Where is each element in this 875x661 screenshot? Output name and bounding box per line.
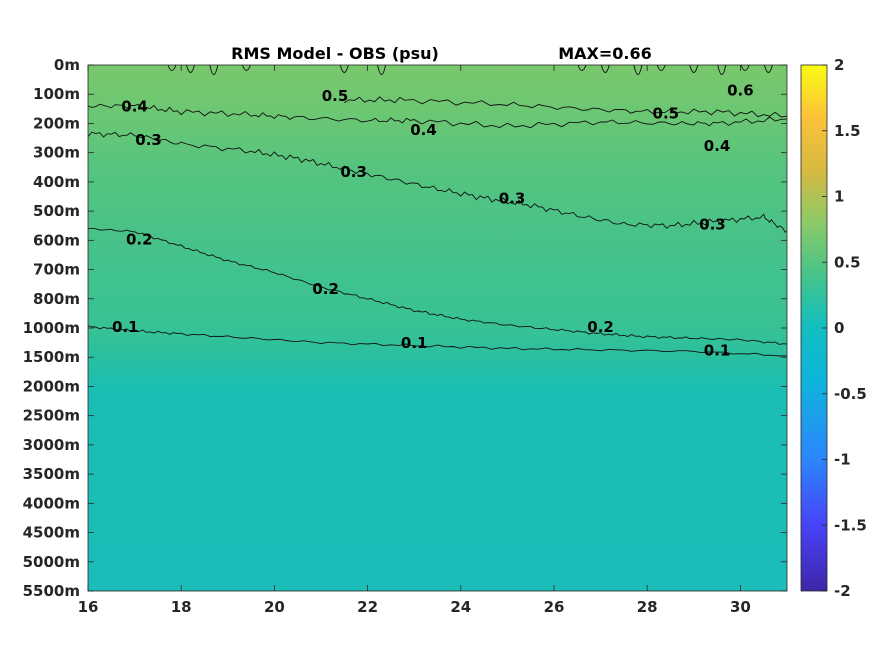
contour-line-0-5	[344, 96, 788, 118]
contour-spike	[339, 64, 349, 73]
x-axis: 16 18 20 22 24 26 28 30	[78, 65, 751, 616]
max-annotation: MAX=0.66	[558, 44, 652, 63]
contour-label: 0.3	[499, 189, 526, 207]
contour-label: 0.1	[704, 341, 731, 359]
colorbar-tick-label: 0	[834, 319, 844, 337]
colorbar-tick-label: -2	[834, 582, 851, 600]
contour-label: 0.4	[121, 97, 148, 115]
y-tick-label: 300m	[33, 144, 80, 162]
contour-label: 0.1	[112, 318, 139, 336]
contour-label: 0.3	[135, 131, 162, 149]
contour-spike	[577, 64, 587, 71]
contour-spike	[186, 64, 195, 73]
x-tick-label: 18	[171, 598, 192, 616]
contour-spike	[600, 64, 610, 73]
contour-label: 0.4	[410, 121, 437, 139]
y-tick-label: 4000m	[23, 494, 80, 512]
contour-label: 0.4	[704, 137, 731, 155]
y-tick-label: 4500m	[23, 524, 80, 542]
contour-spike	[209, 64, 219, 75]
contour-label: 0.2	[312, 280, 339, 298]
contour-spike	[689, 64, 699, 73]
contour-line-0-4	[87, 103, 788, 129]
contour-spike	[241, 64, 251, 71]
contour-line-0-1	[87, 325, 788, 357]
x-tick-label: 22	[357, 598, 378, 616]
y-tick-label: 3000m	[23, 436, 80, 454]
contour-label: 0.5	[322, 87, 349, 105]
y-tick-label: 1500m	[23, 348, 80, 366]
contour-lines	[87, 64, 788, 357]
colorbar-tick-label: -0.5	[834, 385, 867, 403]
y-tick-label: 1000m	[23, 319, 80, 337]
y-axis: 0m 100m 200m 300m 400m 500m 600m 700m 800m 1000m 1…	[23, 56, 787, 600]
y-tick-label: 2000m	[23, 377, 80, 395]
x-tick-label: 28	[637, 598, 658, 616]
contour-spike	[763, 64, 773, 73]
x-tick-label: 30	[730, 598, 751, 616]
colorbar-tick-label: 2	[834, 56, 844, 74]
y-tick-label: 200m	[33, 114, 80, 132]
y-tick-label: 100m	[33, 85, 80, 103]
contour-spike	[740, 64, 750, 71]
y-tick-label: 800m	[33, 290, 80, 308]
contour-spike	[633, 64, 643, 75]
contour-spike	[167, 64, 177, 71]
y-tick-label: 5000m	[23, 553, 80, 571]
colorbar-tick-label: -1.5	[834, 516, 867, 534]
contour-line-0-2	[87, 227, 788, 345]
y-tick-label: 2500m	[23, 407, 80, 425]
contour-label: 0.2	[587, 318, 614, 336]
colorbar-tick-label: 1	[834, 188, 844, 206]
contour-spike	[717, 64, 727, 75]
contour-line-0-3	[87, 131, 788, 233]
contour-labels: 0.5 0.6 0.4 0.5 0.3 0.4 0.4 0.3 0.3 0.3 0.2 0.2 0.2 0…	[112, 81, 754, 359]
contour-label: 0.1	[401, 334, 428, 352]
y-tick-label: 600m	[33, 231, 80, 249]
y-tick-label: 400m	[33, 173, 80, 191]
colorbar-tick-label: -1	[834, 451, 851, 469]
y-tick-label: 0m	[54, 56, 80, 74]
contour-label: 0.6	[727, 81, 754, 99]
contour-spike	[377, 64, 387, 75]
x-tick-label: 16	[78, 598, 99, 616]
x-tick-label: 24	[450, 598, 471, 616]
field-background	[88, 65, 787, 591]
y-tick-label: 700m	[33, 261, 80, 279]
contour-label: 0.3	[340, 163, 367, 181]
contour-spike	[656, 64, 666, 71]
contour-label: 0.3	[699, 216, 726, 234]
y-tick-label: 500m	[33, 202, 80, 220]
colorbar-tick-label: 0.5	[834, 253, 861, 271]
contour-label: 0.2	[126, 230, 153, 248]
colorbar-ticks: 2 1.5 1 0.5 0 -0.5 -1 -1.5 -2	[822, 56, 867, 600]
y-tick-label: 3500m	[23, 465, 80, 483]
x-tick-label: 26	[544, 598, 565, 616]
contour-label: 0.5	[653, 105, 680, 123]
chart-title: RMS Model - OBS (psu)	[231, 44, 439, 63]
y-tick-label: 5500m	[23, 582, 80, 600]
x-tick-label: 20	[264, 598, 285, 616]
colorbar-tick-label: 1.5	[834, 122, 861, 140]
